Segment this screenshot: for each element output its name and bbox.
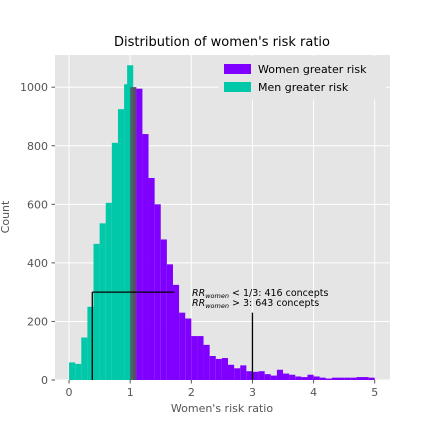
bar-women-38 bbox=[362, 377, 369, 380]
annotation-low-sub: women bbox=[205, 292, 229, 300]
y-tick-label-5: 1000 bbox=[20, 81, 48, 94]
legend-swatch-men bbox=[224, 82, 251, 92]
x-tick-label-2: 2 bbox=[188, 386, 195, 399]
bar-women-23 bbox=[270, 375, 277, 380]
y-tick-label-4: 800 bbox=[27, 140, 48, 153]
bar-women-15 bbox=[221, 358, 229, 380]
legend: Women greater risk Men greater risk bbox=[218, 56, 386, 100]
annotation-high-sub: women bbox=[205, 302, 229, 310]
bar-women-25 bbox=[283, 373, 290, 380]
bar-women-19 bbox=[246, 371, 253, 380]
bar-women-6 bbox=[166, 264, 173, 380]
bar-women-36 bbox=[350, 377, 357, 380]
legend-label-men: Men greater risk bbox=[258, 81, 349, 94]
bar-women-30 bbox=[313, 376, 320, 380]
x-tick-label-0: 0 bbox=[66, 386, 73, 399]
annotations: RRwomen < 1/3: 416 concepts RRwomen > 3:… bbox=[192, 288, 328, 310]
bar-women-16 bbox=[228, 364, 235, 380]
bar-women-21 bbox=[258, 371, 265, 380]
y-axis-ticks: 0 200 400 600 800 1000 bbox=[20, 81, 55, 387]
bar-men-4 bbox=[93, 243, 100, 380]
bar-men-5 bbox=[99, 223, 106, 380]
reference-lines bbox=[91, 291, 254, 380]
bar-men-6 bbox=[105, 202, 112, 380]
x-tick-label-1: 1 bbox=[127, 386, 134, 399]
bar-women-14 bbox=[215, 358, 222, 380]
y-axis-label: Count bbox=[0, 200, 12, 233]
y-tick-label-2: 400 bbox=[27, 257, 48, 270]
bar-women-35 bbox=[344, 377, 351, 380]
annotation-low-text: < 1/3: 416 concepts bbox=[229, 288, 329, 299]
bar-women-18 bbox=[240, 365, 247, 380]
bar-women-1 bbox=[136, 88, 143, 380]
x-tick-label-5: 5 bbox=[371, 386, 378, 399]
annotation-high-text: > 3: 643 concepts bbox=[229, 298, 319, 309]
bar-women-12 bbox=[203, 344, 210, 380]
bar-women-10 bbox=[191, 336, 198, 380]
bar-women-26 bbox=[289, 374, 296, 380]
bar-women-24 bbox=[276, 369, 284, 380]
bar-men-1 bbox=[75, 363, 82, 380]
x-tick-label-4: 4 bbox=[310, 386, 317, 399]
bar-men-8 bbox=[117, 109, 125, 381]
y-tick-label-0: 0 bbox=[41, 374, 48, 387]
bar-women-8 bbox=[179, 312, 186, 380]
bar-women-37 bbox=[356, 377, 363, 380]
y-tick-label-1: 200 bbox=[27, 315, 48, 328]
x-axis-label: Women's risk ratio bbox=[171, 402, 273, 415]
chart-title: Distribution of women's risk ratio bbox=[114, 35, 330, 50]
bar-women-20 bbox=[252, 371, 259, 380]
bar-women-39 bbox=[368, 377, 375, 380]
bar-men-0 bbox=[69, 362, 76, 380]
y-tick-label-3: 600 bbox=[27, 198, 48, 211]
bar-women-29 bbox=[307, 374, 314, 380]
bar-women-22 bbox=[264, 374, 271, 380]
bar-men-2 bbox=[81, 337, 88, 380]
bar-women-11 bbox=[197, 336, 204, 380]
bar-women-34 bbox=[338, 377, 345, 380]
bar-men-3 bbox=[87, 306, 94, 380]
bar-men-7 bbox=[111, 142, 118, 380]
legend-swatch-women bbox=[224, 64, 251, 74]
bar-women-28 bbox=[301, 377, 308, 380]
bar-women-2 bbox=[142, 134, 149, 380]
bar-women-13 bbox=[209, 355, 216, 380]
bar-women-5 bbox=[160, 239, 167, 380]
bar-women-7 bbox=[172, 284, 180, 380]
bar-women-33 bbox=[331, 377, 339, 380]
annotation-low-rr: RR bbox=[192, 288, 205, 299]
bar-women-32 bbox=[325, 378, 332, 380]
legend-label-women: Women greater risk bbox=[258, 63, 367, 76]
annotation-low: RRwomen < 1/3: 416 concepts bbox=[192, 288, 328, 300]
bar-women-27 bbox=[295, 376, 302, 380]
bar-women-31 bbox=[319, 377, 326, 380]
x-tick-label-3: 3 bbox=[249, 386, 256, 399]
bar-overlap bbox=[130, 87, 137, 380]
bar-women-9 bbox=[185, 318, 192, 380]
bar-women-17 bbox=[234, 368, 241, 380]
x-axis-ticks: 0 1 2 3 4 5 bbox=[66, 380, 378, 399]
bar-women-3 bbox=[148, 177, 155, 380]
annotation-high: RRwomen > 3: 643 concepts bbox=[192, 298, 319, 310]
annotation-high-rr: RR bbox=[192, 298, 205, 309]
